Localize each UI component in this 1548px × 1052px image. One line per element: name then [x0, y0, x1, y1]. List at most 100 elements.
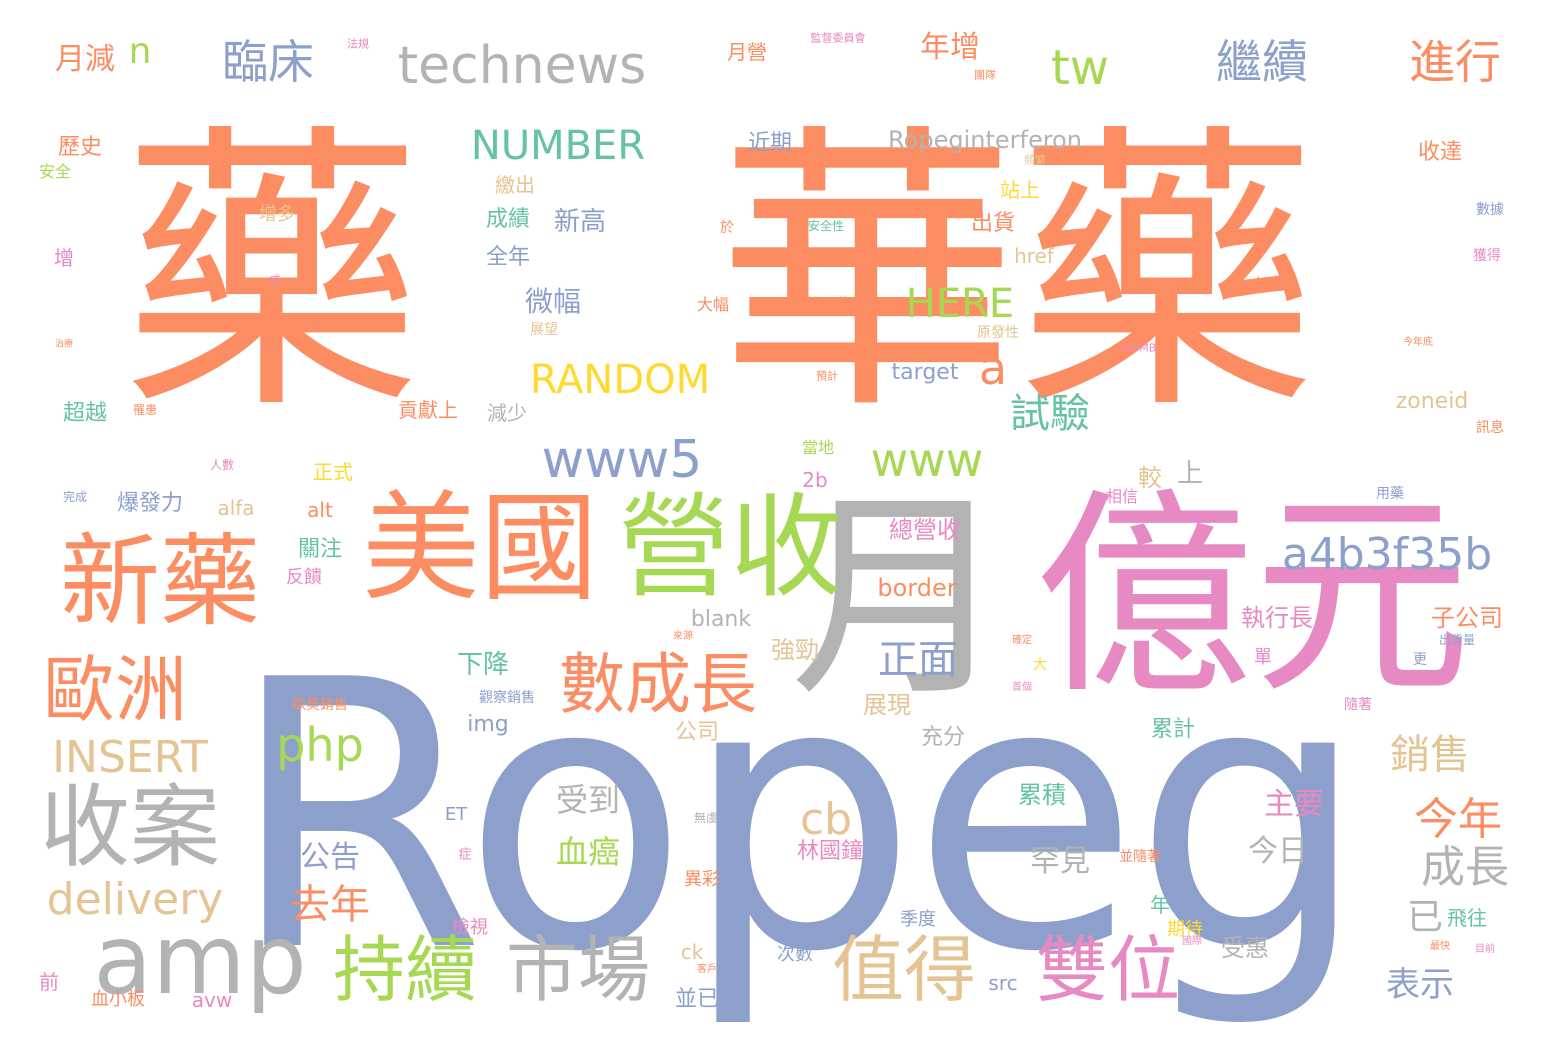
- word-nian: 年: [1150, 893, 1170, 917]
- word-chongfen: 充分: [920, 725, 966, 750]
- word-guanzhu: 關注: [297, 537, 343, 562]
- word-fagui: 法規: [347, 37, 369, 51]
- word-chuhuoliang: 出貨量: [1438, 633, 1476, 647]
- word-leiji: 累計: [1150, 717, 1196, 742]
- word-jinqi: 近期: [747, 131, 793, 156]
- word-xinyao: 新藥: [60, 523, 260, 640]
- word-jinri: 今日: [1248, 834, 1308, 869]
- word-zigongsi: 子公司: [1431, 604, 1503, 632]
- word-ropeginterferon: Ropeginterferon: [888, 126, 1082, 154]
- word-chuhuo: 出貨: [970, 211, 1016, 236]
- word-technews: technews: [397, 36, 647, 96]
- word-lihuan: 罹患: [132, 403, 158, 417]
- word-zhixingzhang: 執行長: [1241, 604, 1313, 632]
- word-delivery: delivery: [46, 874, 224, 925]
- word-shichang: 市場: [505, 928, 651, 1012]
- word-zhengshi: 正式: [313, 460, 353, 484]
- word-xiajiang: 下降: [456, 650, 510, 680]
- word-yao-left: 藥: [122, 100, 422, 449]
- word-zeng: 增: [54, 246, 74, 270]
- word-chengji: 成績: [485, 207, 531, 232]
- word-zhanxian: 展現: [863, 691, 911, 719]
- word-shuangwei: 雙位: [1035, 928, 1181, 1012]
- word-et: ET: [444, 804, 468, 825]
- word-zengduo: 增多: [259, 204, 295, 225]
- word-anquanxing: 安全性: [807, 219, 845, 233]
- word-alt: alt: [307, 498, 333, 522]
- word-ck: ck: [680, 940, 704, 964]
- word-jinxing: 進行: [1409, 35, 1501, 89]
- word-yuejian: 月減: [55, 42, 115, 77]
- word-yueying: 月營: [727, 40, 767, 64]
- word-shuju: 數據: [1476, 202, 1504, 218]
- word-ouzhou: 歐洲: [42, 648, 188, 732]
- word-zhiliao: 治療: [54, 339, 74, 350]
- word-zheng: 症: [458, 847, 472, 863]
- word-qiangjin: 強勁: [771, 636, 819, 664]
- word-biaoshi: 表示: [1386, 965, 1454, 1005]
- word-xueai: 血癌: [555, 833, 621, 871]
- word-2b: 2b: [802, 468, 828, 492]
- word-meiguo: 美國: [361, 479, 599, 617]
- word-linchuang: 臨床: [222, 35, 314, 89]
- word-disanqi: 第三期: [805, 295, 855, 314]
- word-bingsuizhe: 並隨著: [1119, 849, 1161, 865]
- word-fankui: 反饋: [286, 567, 322, 588]
- word-dafu: 大幅: [696, 295, 730, 314]
- word-src: src: [988, 971, 1018, 995]
- word-weifu: 微幅: [524, 285, 582, 318]
- word-qidai: 期待: [1167, 919, 1203, 940]
- word-yi: 已: [1406, 897, 1444, 938]
- word-tuandui: 團隊: [974, 68, 996, 82]
- word-number: NUMBER: [470, 123, 646, 169]
- word-shang: 上: [1176, 459, 1204, 489]
- word-jianshao: 減少: [487, 401, 527, 425]
- word-jixu: 繼續: [1216, 35, 1308, 89]
- word-chengzhang: 成長: [1421, 842, 1509, 893]
- word-quannian: 全年: [485, 245, 531, 270]
- word-jinnian: 今年: [1414, 794, 1502, 845]
- word-amp: amp: [93, 904, 307, 1016]
- word-jiaochu: 繳出: [495, 173, 535, 197]
- word-gonggao: 公告: [300, 840, 360, 875]
- word-renshu: 人數: [209, 458, 235, 472]
- word-yingshou: 營收: [618, 483, 842, 613]
- word-blank: blank: [690, 607, 752, 632]
- word-img: img: [467, 712, 509, 737]
- word-nianzeng: 年增: [920, 30, 980, 65]
- word-chixu: 持續: [332, 928, 478, 1012]
- word-jiao: 較: [1138, 464, 1162, 492]
- word-insert: INSERT: [52, 732, 208, 783]
- word-dsmb: DSMB: [1123, 341, 1157, 355]
- word-queding: 確定: [1012, 635, 1032, 646]
- word-yicai: 異彩: [684, 869, 720, 890]
- word-bingyi: 並已: [674, 987, 720, 1012]
- word-border: border: [877, 574, 957, 602]
- word-muqian: 目前: [1475, 944, 1495, 955]
- word-gongsi: 公司: [674, 720, 720, 745]
- word-href: href: [1014, 244, 1054, 268]
- word-suizhe: 隨著: [1344, 697, 1372, 713]
- word-huayao: 華藥: [717, 100, 1317, 449]
- word-lishi: 歷史: [57, 135, 103, 160]
- word-oumeixiaoshou: 歐美銷售: [292, 697, 348, 713]
- word-yuji: 預計: [816, 369, 838, 383]
- word-shouge: 首個: [1012, 682, 1032, 693]
- word-zoneid: zoneid: [1395, 389, 1469, 414]
- word-target: target: [891, 360, 959, 385]
- word-xuexiaoban: 血小板: [91, 989, 145, 1010]
- word-zongyingshou: 總營收: [889, 516, 961, 544]
- word-shouan: 收案: [40, 775, 220, 880]
- word-xingao: 新高: [553, 207, 607, 237]
- word-php: php: [276, 718, 364, 772]
- word-hanjian: 罕見: [1030, 844, 1090, 879]
- word-shiyan: 試驗: [1010, 391, 1090, 437]
- word-shouda: 收達: [1417, 140, 1463, 165]
- word-ropeg: Ropeg: [227, 603, 1368, 1033]
- word-baofali: 爆發力: [116, 491, 184, 516]
- word-wancheng: 完成: [62, 490, 88, 504]
- word-cb: cb: [799, 794, 853, 845]
- word-zhengmian: 正面: [878, 637, 958, 683]
- word-zhuyao: 主要: [1264, 787, 1324, 822]
- word-xiangxin: 相信: [1105, 487, 1139, 506]
